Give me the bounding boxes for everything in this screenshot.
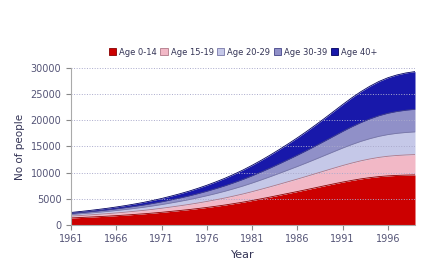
X-axis label: Year: Year [231,250,255,260]
Y-axis label: No of people: No of people [15,113,25,180]
Legend: Age 0-14, Age 15-19, Age 20-29, Age 30-39, Age 40+: Age 0-14, Age 15-19, Age 20-29, Age 30-3… [105,44,381,60]
